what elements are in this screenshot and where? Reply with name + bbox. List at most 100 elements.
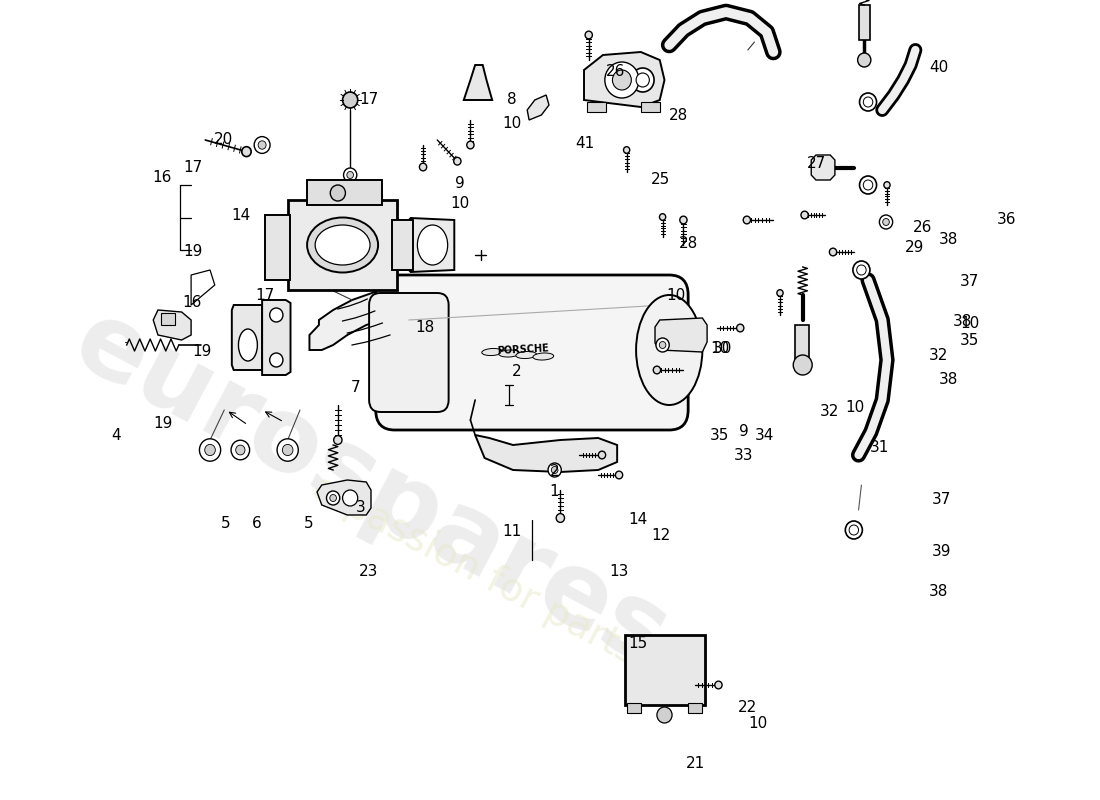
Text: 31: 31 [869, 441, 889, 455]
Ellipse shape [307, 218, 378, 273]
Circle shape [283, 444, 293, 456]
Text: 26: 26 [913, 221, 933, 235]
Text: 38: 38 [939, 233, 959, 247]
Ellipse shape [315, 225, 370, 265]
Text: 10: 10 [846, 401, 865, 415]
Polygon shape [191, 270, 214, 305]
Circle shape [879, 215, 893, 229]
Polygon shape [309, 290, 418, 350]
Text: 26: 26 [606, 65, 626, 79]
Circle shape [657, 707, 672, 723]
Text: 14: 14 [231, 209, 251, 223]
Polygon shape [527, 95, 549, 120]
Circle shape [327, 491, 340, 505]
Circle shape [680, 216, 688, 224]
Text: 27: 27 [807, 157, 826, 171]
Circle shape [801, 211, 808, 219]
Text: 38: 38 [939, 373, 959, 387]
Text: 4: 4 [111, 429, 121, 443]
Text: 17: 17 [184, 159, 202, 174]
Circle shape [551, 466, 558, 474]
Ellipse shape [516, 351, 537, 358]
Text: 18: 18 [416, 321, 434, 335]
Text: 34: 34 [755, 429, 774, 443]
Text: 1: 1 [550, 485, 559, 499]
Text: 22: 22 [738, 701, 758, 715]
Text: 35: 35 [960, 333, 979, 347]
Bar [641, 102, 660, 112]
Text: 37: 37 [960, 274, 979, 289]
Circle shape [254, 137, 271, 154]
Circle shape [585, 31, 593, 39]
Circle shape [330, 185, 345, 201]
Text: 5: 5 [220, 517, 230, 531]
Circle shape [231, 440, 250, 460]
Circle shape [715, 681, 722, 689]
Text: 40: 40 [930, 61, 948, 75]
Text: 10: 10 [667, 289, 685, 303]
Polygon shape [464, 65, 492, 100]
Circle shape [884, 182, 890, 188]
Circle shape [235, 445, 245, 455]
Text: 2: 2 [550, 465, 559, 479]
Text: 39: 39 [932, 545, 952, 559]
Text: 28: 28 [679, 237, 699, 251]
Text: 19: 19 [184, 245, 202, 259]
Text: 9: 9 [739, 425, 749, 439]
Text: 19: 19 [153, 417, 173, 431]
Circle shape [199, 438, 221, 461]
Circle shape [659, 342, 666, 349]
Circle shape [864, 180, 872, 190]
Ellipse shape [482, 349, 503, 355]
Ellipse shape [532, 353, 553, 360]
Text: 23: 23 [360, 565, 378, 579]
Circle shape [270, 353, 283, 367]
Text: 17: 17 [360, 93, 378, 107]
Circle shape [859, 176, 877, 194]
Text: eurospares: eurospares [57, 291, 685, 689]
Circle shape [342, 490, 358, 506]
Text: 5: 5 [304, 517, 313, 531]
Circle shape [205, 444, 216, 456]
Bar [265, 215, 289, 280]
Text: 10: 10 [711, 341, 729, 355]
Text: 2: 2 [512, 365, 521, 379]
Text: 14: 14 [628, 513, 647, 527]
Text: 16: 16 [183, 295, 201, 310]
Text: 16: 16 [153, 170, 173, 186]
Ellipse shape [239, 329, 257, 361]
Circle shape [453, 158, 461, 165]
Text: 7: 7 [351, 381, 360, 395]
Text: 32: 32 [928, 349, 948, 363]
Circle shape [636, 73, 649, 87]
Circle shape [857, 265, 866, 275]
Text: 21: 21 [686, 757, 705, 771]
Circle shape [624, 146, 629, 154]
Circle shape [548, 463, 561, 477]
Text: 10: 10 [960, 317, 979, 331]
Text: 6: 6 [252, 517, 262, 531]
Bar [161, 313, 175, 325]
Ellipse shape [417, 225, 448, 265]
Circle shape [242, 146, 251, 157]
Circle shape [330, 494, 337, 502]
Text: 38: 38 [953, 314, 972, 329]
Text: 10: 10 [749, 717, 768, 731]
Bar [859, 5, 870, 40]
Bar [288, 200, 397, 290]
Circle shape [849, 525, 859, 535]
Circle shape [656, 338, 669, 352]
Circle shape [557, 514, 564, 522]
Circle shape [859, 93, 877, 111]
Circle shape [864, 97, 872, 107]
Text: 36: 36 [997, 213, 1016, 227]
Bar [795, 325, 810, 365]
FancyBboxPatch shape [376, 275, 689, 430]
Text: 37: 37 [932, 493, 952, 507]
Circle shape [852, 261, 870, 279]
Bar [587, 102, 606, 112]
Circle shape [598, 451, 606, 459]
Circle shape [858, 53, 871, 67]
Circle shape [882, 218, 889, 226]
Text: 38: 38 [928, 585, 948, 599]
